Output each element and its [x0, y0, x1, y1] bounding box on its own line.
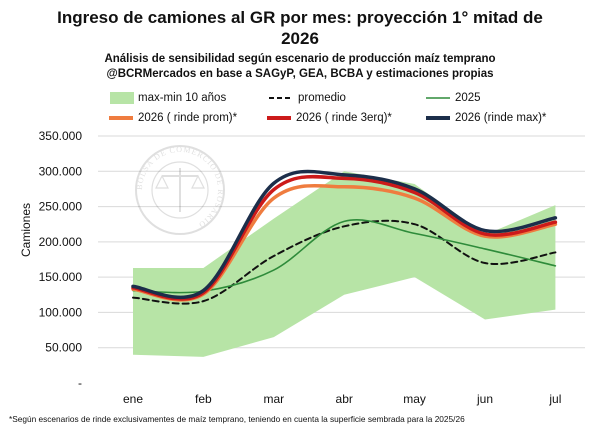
chart-title: Ingreso de camiones al GR por mes: proye… — [0, 7, 600, 49]
legend-item-rinde-max: 2026 (rinde max)* — [425, 112, 546, 124]
legend-swatch-promedio — [269, 97, 293, 99]
legend-label-2025: 2025 — [455, 92, 481, 104]
x-axis-ticks: ene feb mar abr may jun jul — [123, 392, 561, 406]
watermark-seal: BOLSA DE COMERCIO DE ROSARIO — [135, 145, 225, 235]
legend-label-promedio: promedio — [298, 92, 346, 104]
legend-item-band: max-min 10 años — [110, 92, 226, 104]
y-axis-label: Camiones — [19, 203, 33, 257]
y-tick-label: 250.000 — [39, 200, 83, 214]
x-tick-label: may — [403, 392, 426, 406]
legend-label-rinde-max: 2026 (rinde max)* — [455, 112, 547, 124]
x-tick-label: abr — [336, 392, 353, 406]
legend-item-rinde-prom: 2026 ( rinde prom)* — [108, 112, 237, 124]
chart-title-line2: 2026 — [281, 29, 319, 48]
x-tick-label: mar — [263, 392, 284, 406]
footnote: *Según escenarios de rinde exclusivament… — [9, 414, 465, 424]
legend-swatch-2025 — [426, 97, 450, 99]
legend-item-2025: 2025 — [425, 92, 481, 104]
y-tick-label: 50.000 — [45, 341, 82, 355]
chart-legend: max-min 10 años promedio 2025 2026 ( rin… — [0, 92, 600, 132]
legend-swatch-rinde-max — [426, 116, 450, 120]
chart-title-line1: Ingreso de camiones al GR por mes: proye… — [57, 8, 543, 27]
chart-subtitle: Análisis de sensibilidad según escenario… — [0, 52, 600, 82]
legend-swatch-band — [110, 92, 134, 104]
y-tick-label: 350.000 — [39, 129, 83, 143]
legend-label-rinde-prom: 2026 ( rinde prom)* — [138, 112, 238, 124]
series-line-4 — [131, 169, 558, 300]
legend-item-promedio: promedio — [268, 92, 346, 104]
y-tick-label: 150.000 — [39, 270, 83, 284]
x-tick-label: ene — [123, 392, 143, 406]
legend-swatch-rinde-prom — [109, 116, 133, 120]
legend-item-rinde-3erq: 2026 ( rinde 3erq)* — [266, 112, 392, 124]
x-tick-label: jul — [548, 392, 561, 406]
legend-label-band: max-min 10 años — [138, 92, 227, 104]
y-tick-label: 300.000 — [39, 164, 83, 178]
y-axis-ticks: - 50.000 100.000 150.000 200.000 250.000 300.0… — [39, 129, 83, 390]
x-tick-label: feb — [195, 392, 212, 406]
y-tick-label: 100.000 — [39, 305, 83, 319]
chart-subtitle-line2: @BCRMercados en base a SAGyP, GEA, BCBA … — [106, 68, 494, 80]
legend-label-rinde-3erq: 2026 ( rinde 3erq)* — [296, 112, 392, 124]
y-tick-label: 200.000 — [39, 235, 83, 249]
legend-swatch-rinde-3erq — [267, 116, 291, 120]
x-tick-label: jun — [476, 392, 493, 406]
chart-subtitle-line1: Análisis de sensibilidad según escenario… — [104, 53, 496, 65]
series-line-0 — [132, 219, 557, 305]
y-tick-label: - — [78, 376, 82, 390]
